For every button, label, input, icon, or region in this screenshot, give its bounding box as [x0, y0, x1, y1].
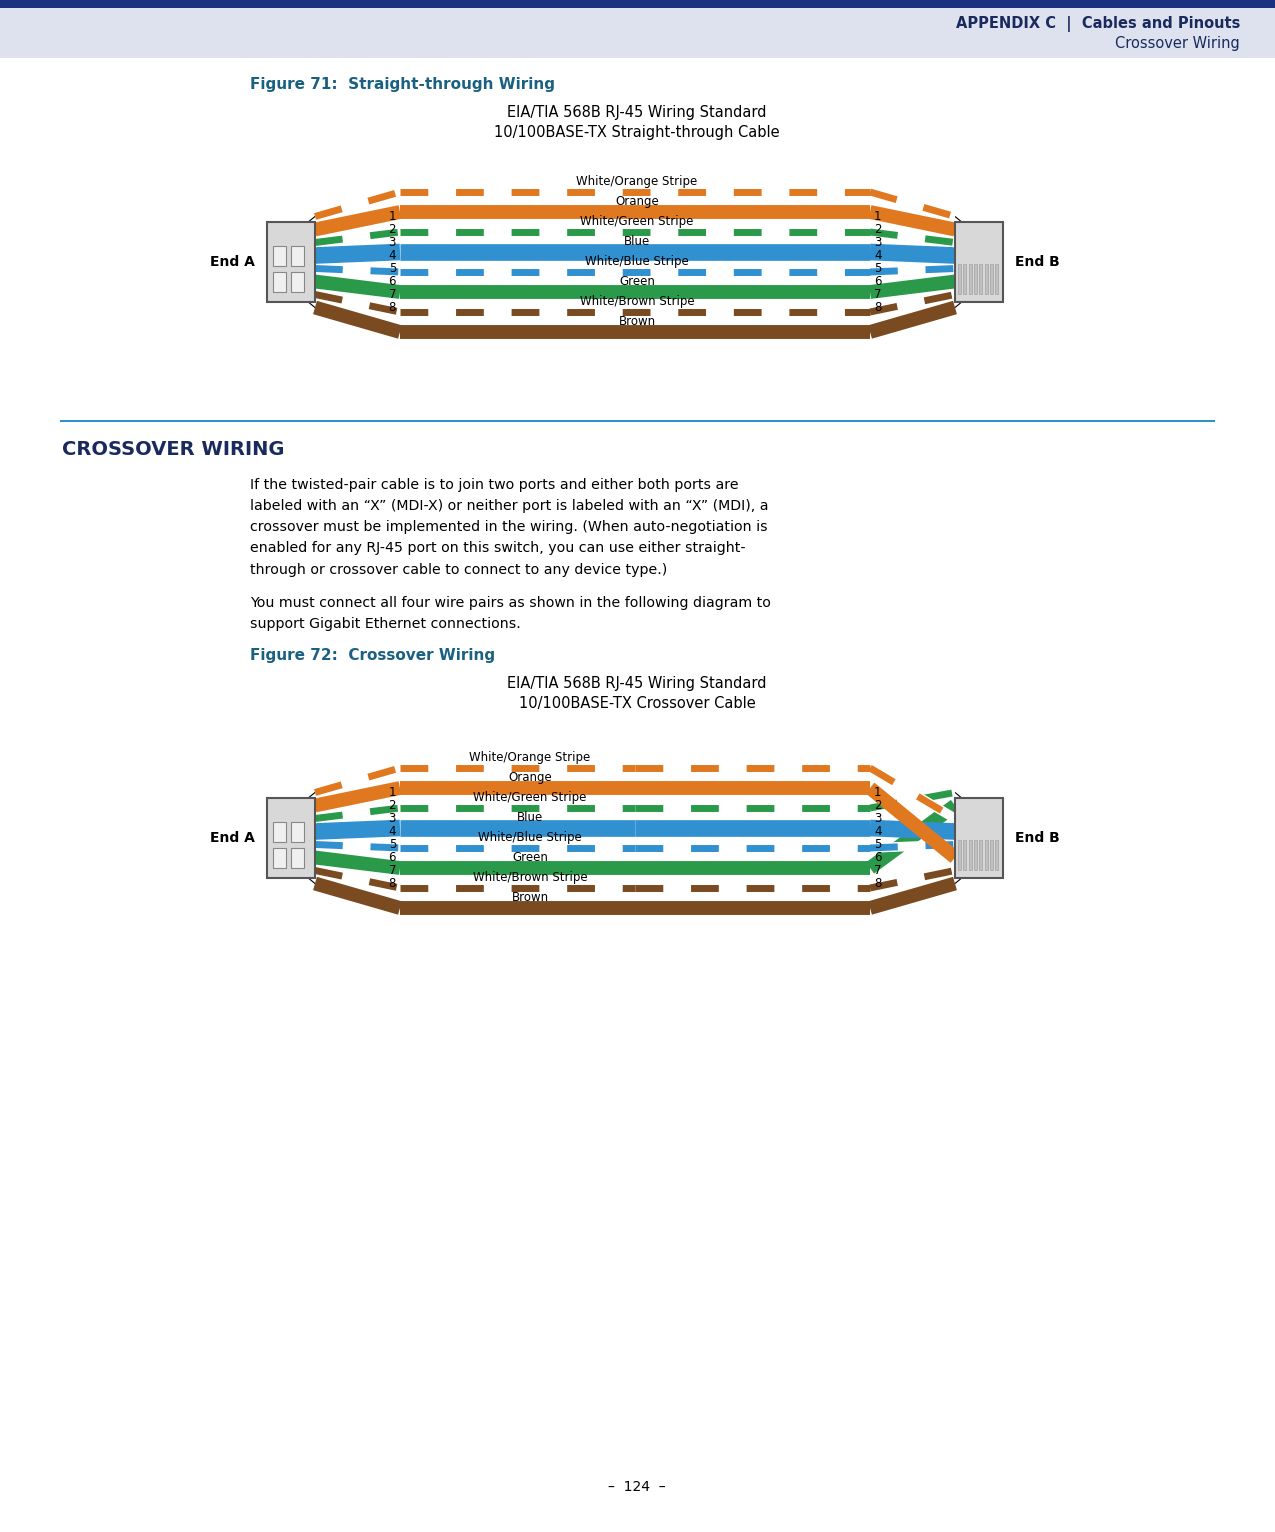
- Text: 4: 4: [873, 826, 881, 838]
- Text: APPENDIX C  |  Cables and Pinouts: APPENDIX C | Cables and Pinouts: [956, 15, 1241, 32]
- Bar: [994, 840, 998, 870]
- Text: Brown: Brown: [511, 892, 548, 904]
- Text: Blue: Blue: [516, 810, 543, 824]
- Bar: [273, 273, 286, 293]
- Bar: [974, 264, 977, 294]
- Bar: [984, 840, 988, 870]
- Text: Blue: Blue: [623, 234, 650, 248]
- Bar: [291, 823, 303, 843]
- Text: 5: 5: [873, 262, 881, 276]
- Text: 4: 4: [389, 826, 397, 838]
- Text: 8: 8: [873, 876, 881, 890]
- Text: Figure 71:  Straight-through Wiring: Figure 71: Straight-through Wiring: [250, 77, 555, 92]
- Text: 2: 2: [389, 800, 397, 812]
- Text: Brown: Brown: [618, 316, 655, 328]
- Text: End B: End B: [1015, 254, 1060, 270]
- Bar: [955, 798, 1003, 878]
- Bar: [0, 0, 1275, 8]
- Text: 1: 1: [873, 786, 881, 800]
- Text: 8: 8: [873, 300, 881, 314]
- Text: EIA/TIA 568B RJ-45 Wiring Standard: EIA/TIA 568B RJ-45 Wiring Standard: [507, 106, 766, 119]
- Text: 3: 3: [873, 236, 881, 250]
- Text: 10/100BASE-TX Straight-through Cable: 10/100BASE-TX Straight-through Cable: [495, 126, 780, 139]
- Bar: [273, 823, 286, 843]
- Bar: [958, 264, 961, 294]
- Bar: [273, 849, 286, 869]
- Bar: [979, 840, 982, 870]
- Text: White/Blue Stripe: White/Blue Stripe: [585, 254, 688, 268]
- Text: 7: 7: [389, 288, 397, 300]
- Text: 8: 8: [389, 300, 397, 314]
- Bar: [969, 840, 972, 870]
- Text: 6: 6: [389, 850, 397, 864]
- Text: End B: End B: [1015, 830, 1060, 846]
- Text: CROSSOVER WIRING: CROSSOVER WIRING: [62, 440, 284, 460]
- Text: 4: 4: [873, 250, 881, 262]
- Text: 2: 2: [389, 224, 397, 236]
- Text: 5: 5: [389, 838, 397, 850]
- Text: 1: 1: [873, 210, 881, 224]
- Text: Orange: Orange: [615, 195, 659, 208]
- Text: End A: End A: [210, 254, 255, 270]
- Text: Crossover Wiring: Crossover Wiring: [1116, 35, 1241, 51]
- Text: 7: 7: [873, 288, 881, 300]
- Bar: [955, 222, 1003, 302]
- Text: Orange: Orange: [509, 771, 552, 784]
- Text: White/Orange Stripe: White/Orange Stripe: [469, 751, 590, 764]
- Bar: [291, 849, 303, 869]
- Bar: [989, 264, 993, 294]
- Text: 2: 2: [873, 224, 881, 236]
- Text: White/Orange Stripe: White/Orange Stripe: [576, 175, 697, 188]
- Bar: [0, 8, 1275, 58]
- Bar: [979, 264, 982, 294]
- Text: 10/100BASE-TX Crossover Cable: 10/100BASE-TX Crossover Cable: [519, 696, 755, 711]
- Text: 6: 6: [873, 850, 881, 864]
- Text: You must connect all four wire pairs as shown in the following diagram to
suppor: You must connect all four wire pairs as …: [250, 596, 771, 631]
- Bar: [266, 222, 315, 302]
- Text: 3: 3: [873, 812, 881, 826]
- Text: White/Brown Stripe: White/Brown Stripe: [580, 296, 695, 308]
- Text: 4: 4: [389, 250, 397, 262]
- Text: Green: Green: [620, 276, 655, 288]
- Bar: [974, 840, 977, 870]
- Text: 7: 7: [873, 864, 881, 876]
- Text: 7: 7: [389, 864, 397, 876]
- Text: 2: 2: [873, 800, 881, 812]
- Text: 3: 3: [389, 812, 397, 826]
- Bar: [291, 247, 303, 267]
- Bar: [984, 264, 988, 294]
- Text: White/Green Stripe: White/Green Stripe: [580, 214, 694, 228]
- Text: 6: 6: [873, 276, 881, 288]
- Text: If the twisted-pair cable is to join two ports and either both ports are
labeled: If the twisted-pair cable is to join two…: [250, 478, 769, 576]
- Text: EIA/TIA 568B RJ-45 Wiring Standard: EIA/TIA 568B RJ-45 Wiring Standard: [507, 676, 766, 691]
- Bar: [273, 247, 286, 267]
- Bar: [964, 840, 966, 870]
- Text: Green: Green: [513, 850, 548, 864]
- Text: White/Blue Stripe: White/Blue Stripe: [478, 830, 581, 844]
- Bar: [60, 420, 1215, 421]
- Text: 1: 1: [389, 210, 397, 224]
- Bar: [266, 798, 315, 878]
- Text: 5: 5: [389, 262, 397, 276]
- Bar: [969, 264, 972, 294]
- Text: White/Brown Stripe: White/Brown Stripe: [473, 872, 588, 884]
- Bar: [964, 264, 966, 294]
- Text: 5: 5: [873, 838, 881, 850]
- Bar: [989, 840, 993, 870]
- Bar: [958, 840, 961, 870]
- Text: 1: 1: [389, 786, 397, 800]
- Text: 6: 6: [389, 276, 397, 288]
- Text: Figure 72:  Crossover Wiring: Figure 72: Crossover Wiring: [250, 648, 495, 663]
- Text: 3: 3: [389, 236, 397, 250]
- Bar: [994, 264, 998, 294]
- Text: 8: 8: [389, 876, 397, 890]
- Text: End A: End A: [210, 830, 255, 846]
- Bar: [291, 273, 303, 293]
- Text: White/Green Stripe: White/Green Stripe: [473, 791, 586, 804]
- Text: –  124  –: – 124 –: [608, 1480, 666, 1494]
